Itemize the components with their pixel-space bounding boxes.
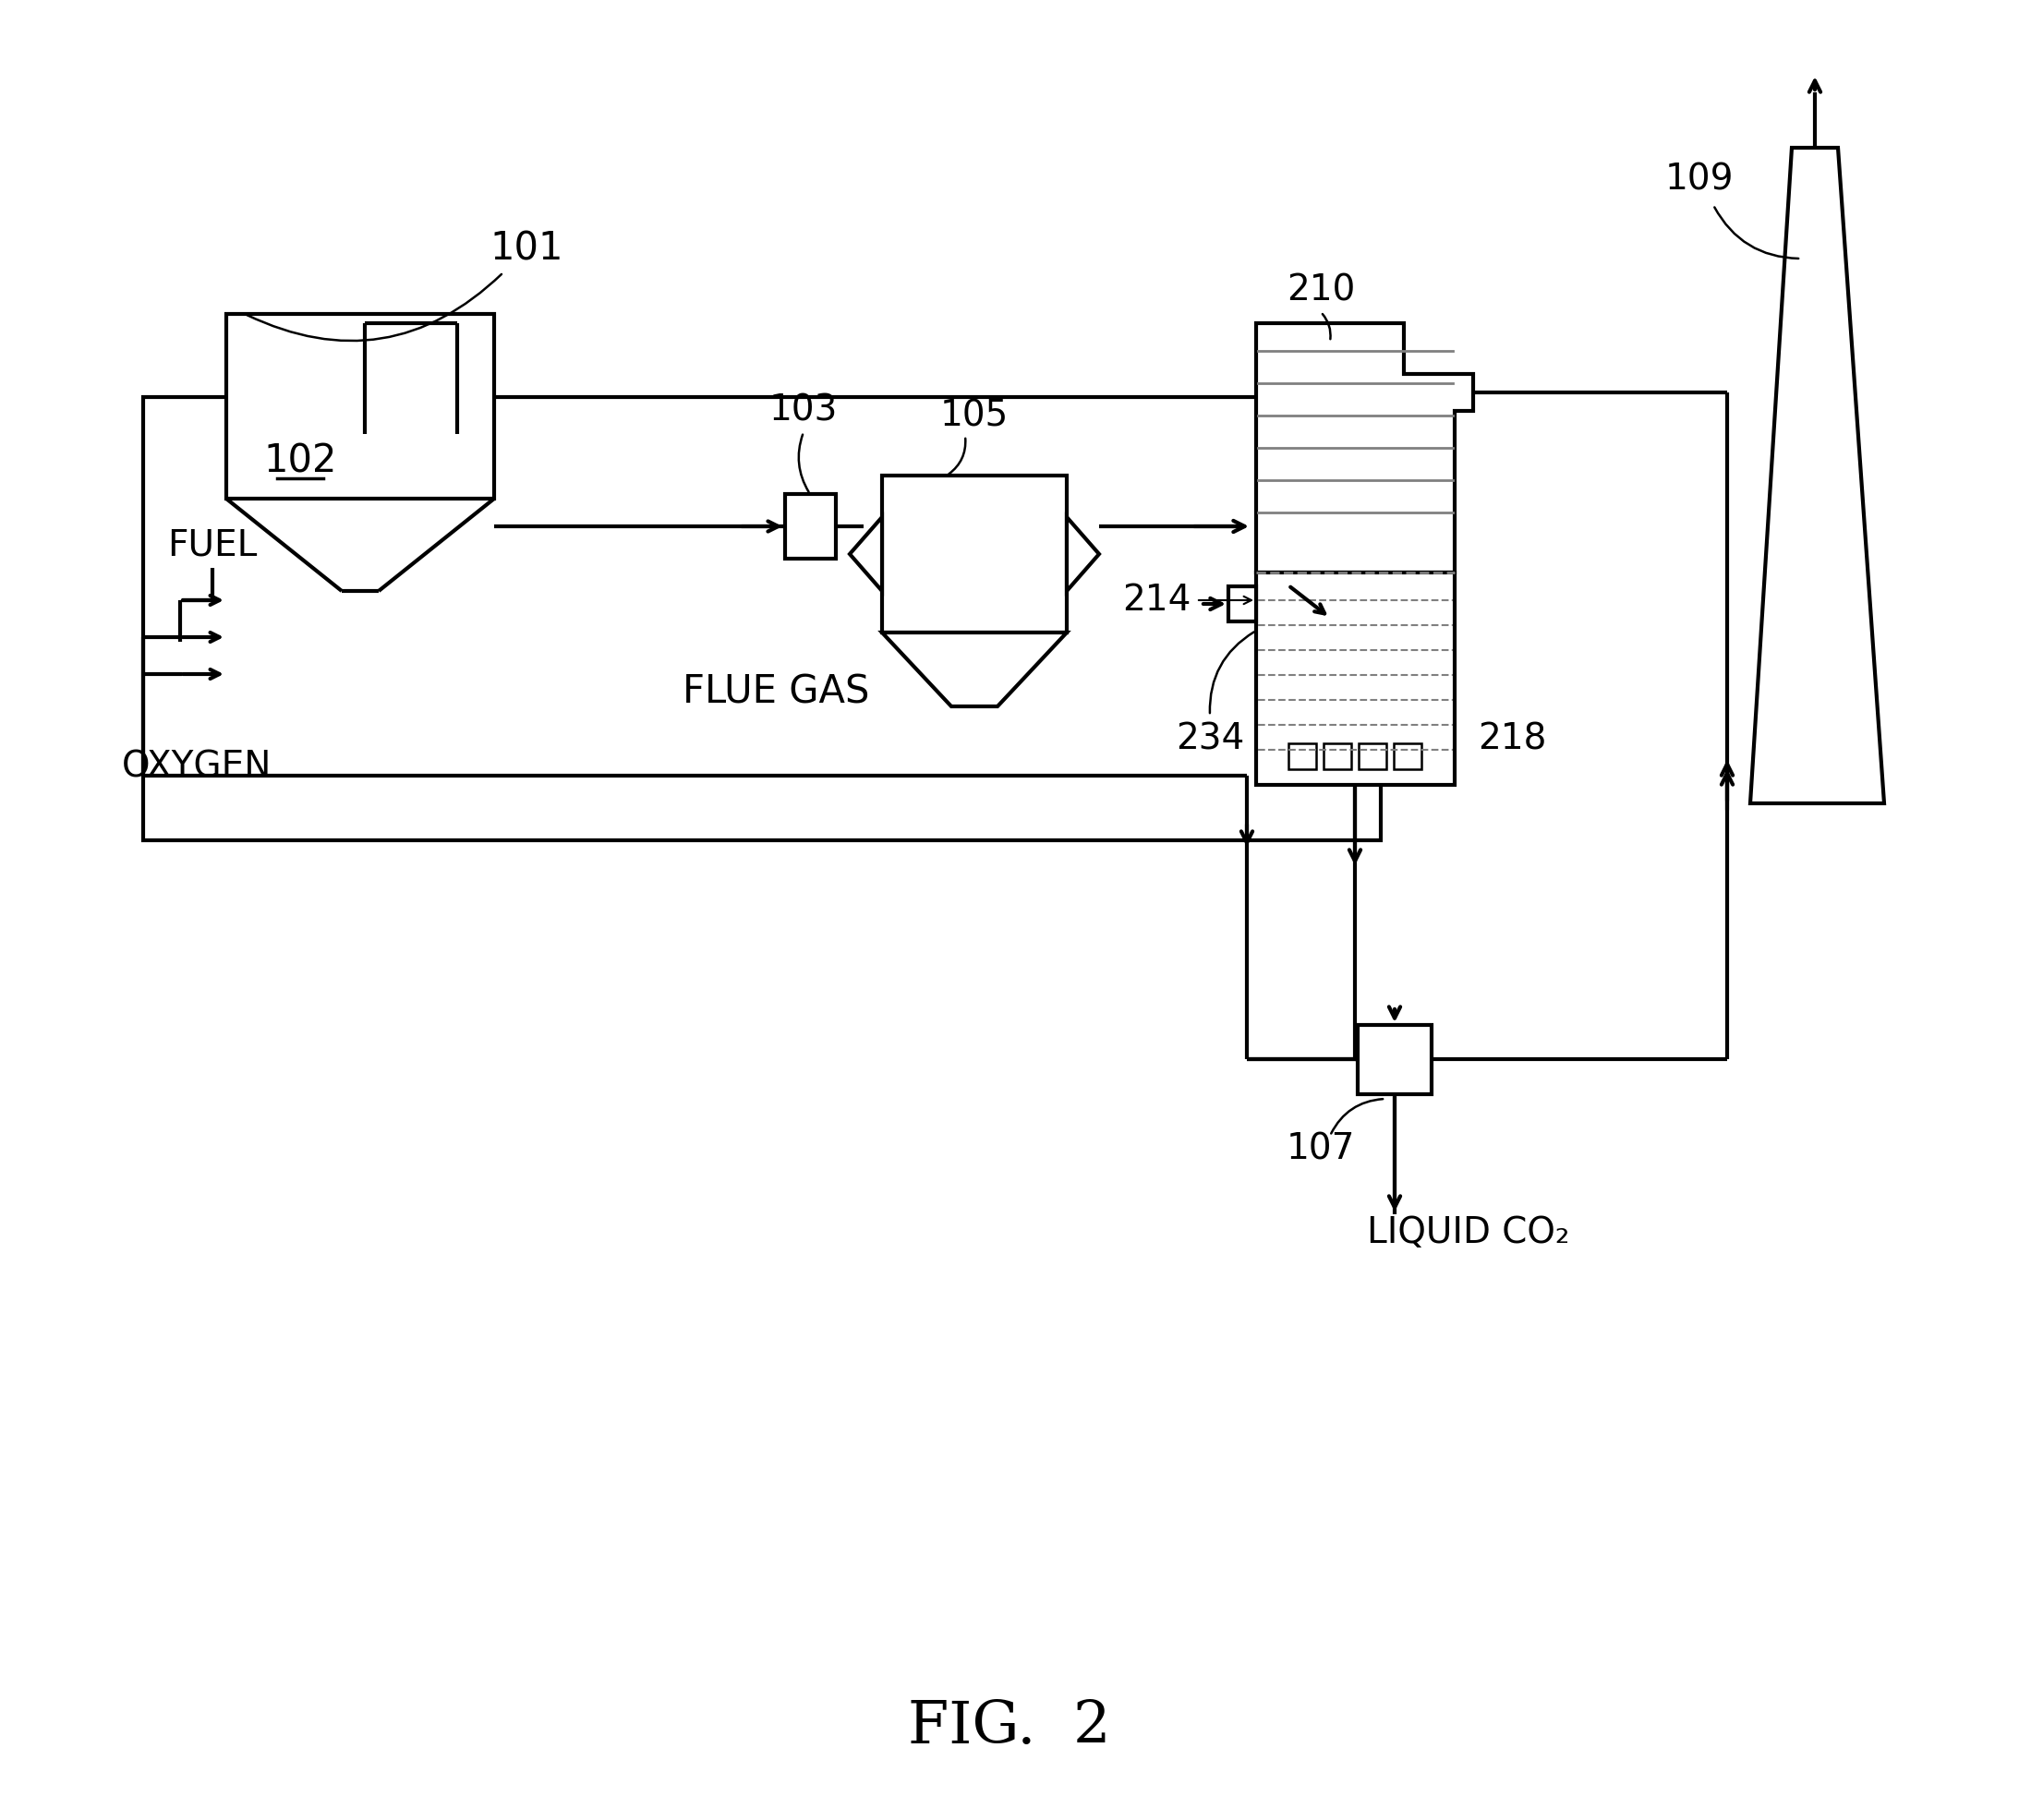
- Bar: [1256, 573, 1454, 784]
- Text: 109: 109: [1666, 162, 1734, 198]
- Text: FLUE GAS: FLUE GAS: [682, 673, 870, 712]
- Text: OXYGEN: OXYGEN: [121, 748, 273, 784]
- Text: 234: 234: [1175, 721, 1244, 757]
- Text: 214: 214: [1123, 582, 1191, 617]
- Text: 105: 105: [941, 399, 1010, 433]
- Bar: [1324, 743, 1351, 770]
- Text: 107: 107: [1286, 1132, 1355, 1167]
- Text: FIG.  2: FIG. 2: [909, 1698, 1110, 1754]
- Text: 103: 103: [769, 393, 838, 428]
- Bar: [1357, 1025, 1431, 1094]
- Text: 218: 218: [1478, 721, 1547, 757]
- Text: 101: 101: [491, 229, 563, 269]
- Bar: [1393, 743, 1421, 770]
- Polygon shape: [1256, 324, 1474, 573]
- Bar: [226, 315, 495, 499]
- Bar: [143, 397, 1381, 841]
- Polygon shape: [882, 633, 1066, 706]
- Bar: [1359, 743, 1387, 770]
- Text: 102: 102: [264, 442, 337, 480]
- Bar: [1288, 743, 1316, 770]
- Polygon shape: [1066, 517, 1098, 591]
- Bar: [882, 475, 1066, 633]
- Text: FUEL: FUEL: [168, 528, 256, 562]
- Text: LIQUID CO₂: LIQUID CO₂: [1367, 1216, 1571, 1250]
- Polygon shape: [1750, 147, 1884, 803]
- Bar: [785, 493, 836, 559]
- Text: 210: 210: [1286, 273, 1355, 308]
- Bar: [1228, 586, 1256, 621]
- Polygon shape: [850, 517, 882, 591]
